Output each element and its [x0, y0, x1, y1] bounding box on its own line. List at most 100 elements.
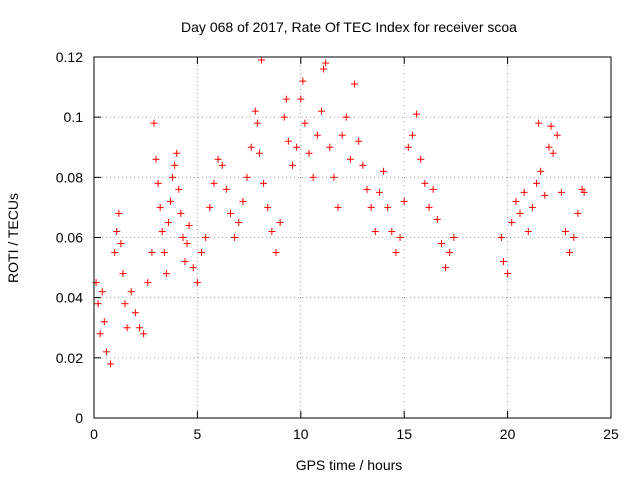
data-point [557, 188, 565, 196]
data-point [497, 234, 505, 241]
data-point [580, 188, 588, 196]
data-point [346, 155, 354, 163]
data-point [446, 249, 454, 257]
data-point [148, 249, 156, 257]
x-tick-label: 0 [90, 426, 98, 442]
data-point [338, 131, 346, 139]
data-point [437, 240, 445, 248]
data-point [162, 270, 170, 278]
data-point [289, 161, 297, 169]
data-point [499, 258, 507, 266]
data-point [102, 348, 110, 356]
data-point [107, 360, 115, 368]
data-point [400, 197, 408, 205]
data-point [549, 149, 557, 157]
data-point [535, 119, 543, 127]
data-point [179, 234, 187, 241]
data-point [231, 234, 239, 241]
data-point [169, 173, 177, 181]
data-point [276, 218, 284, 226]
data-point [144, 279, 152, 287]
y-tick-label: 0.12 [56, 49, 83, 65]
data-point [359, 161, 367, 169]
data-point [131, 309, 139, 317]
x-tick-label: 20 [500, 426, 516, 442]
data-point [301, 119, 309, 127]
data-point [313, 131, 321, 139]
x-axis-label: GPS time / hours [296, 457, 403, 473]
data-point [235, 218, 243, 226]
data-point [189, 264, 197, 272]
data-point [214, 155, 222, 163]
data-point [264, 203, 272, 211]
data-point [268, 227, 276, 235]
data-point [167, 197, 175, 205]
data-point [413, 110, 421, 118]
data-point [173, 149, 181, 157]
data-point [123, 324, 131, 332]
data-point [504, 270, 512, 278]
data-point [177, 209, 185, 217]
data-point [272, 249, 280, 257]
data-point [260, 179, 268, 187]
data-point [150, 119, 158, 127]
data-point [175, 185, 183, 193]
data-point [98, 288, 106, 296]
data-point [255, 149, 263, 157]
y-tick-label: 0.06 [56, 230, 83, 246]
data-point [117, 240, 125, 248]
data-point [404, 143, 412, 151]
x-tick-label: 5 [194, 426, 202, 442]
data-point [181, 258, 189, 266]
data-point [351, 80, 359, 88]
data-point [562, 227, 570, 235]
data-point [247, 143, 255, 151]
data-point [113, 227, 121, 235]
data-point [524, 227, 532, 235]
x-tick-label: 15 [396, 426, 412, 442]
y-tick-label: 0.02 [56, 350, 83, 366]
data-point [566, 249, 574, 257]
data-point [94, 300, 102, 308]
data-point [392, 249, 400, 257]
data-point [96, 330, 104, 338]
data-point [309, 173, 317, 181]
y-tick-label: 0.1 [64, 109, 84, 125]
data-point [433, 215, 441, 223]
data-point [239, 197, 247, 205]
data-point [156, 203, 164, 211]
data-point [115, 209, 123, 217]
data-point [334, 203, 342, 211]
data-point [100, 318, 108, 326]
data-point [545, 143, 553, 151]
data-point [185, 221, 193, 229]
data-point [218, 161, 226, 169]
data-point [429, 185, 437, 193]
y-tick-label: 0.04 [56, 290, 83, 306]
y-axis-ticks: 0 0.02 0.04 0.06 0.08 0.1 0.12 [56, 49, 611, 426]
data-point [326, 143, 334, 151]
data-point [570, 234, 578, 241]
chart-title: Day 068 of 2017, Rate Of TEC Index for r… [181, 19, 517, 35]
data-point [375, 188, 383, 196]
y-tick-label: 0.08 [56, 169, 83, 185]
data-point [119, 270, 127, 278]
data-point [297, 95, 305, 103]
data-point [342, 113, 350, 121]
data-point [210, 179, 218, 187]
data-point [164, 218, 172, 226]
data-point [127, 288, 135, 296]
data-point [305, 149, 313, 157]
data-point [541, 191, 549, 199]
data-point [160, 249, 168, 257]
data-point [154, 179, 162, 187]
data-point [363, 185, 371, 193]
x-tick-label: 25 [603, 426, 619, 442]
data-point [280, 113, 288, 121]
data-point [380, 167, 388, 175]
data-point [222, 185, 230, 193]
data-point [320, 65, 328, 73]
data-point [140, 330, 148, 338]
data-point [508, 218, 516, 226]
